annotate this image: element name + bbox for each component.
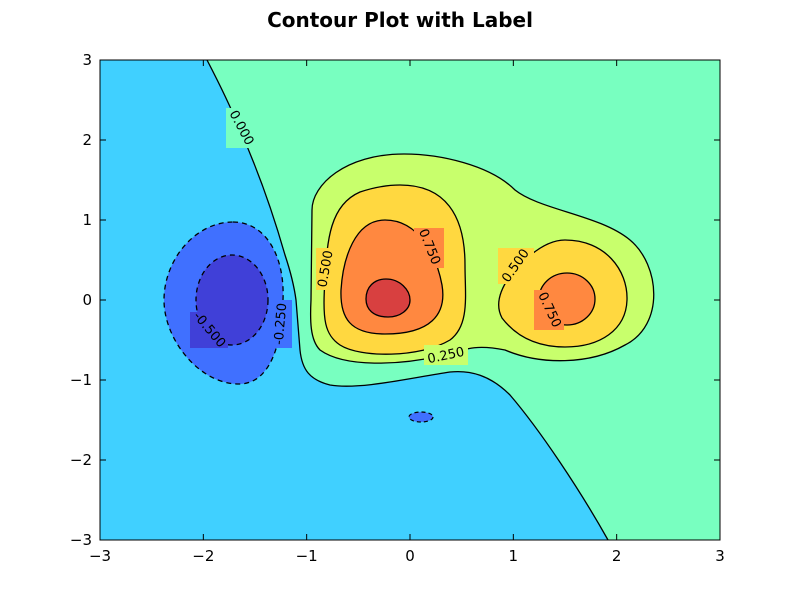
x-tick-label: −1 bbox=[296, 547, 318, 565]
y-tick-label: 1 bbox=[82, 211, 92, 229]
contour-line-0 bbox=[206, 60, 609, 540]
axis-ticks: −3 −2 −1 0 1 2 3 −3 −2 −1 0 1 2 3 bbox=[70, 51, 725, 565]
x-tick-label: −3 bbox=[89, 547, 111, 565]
y-tick-label: 3 bbox=[82, 51, 92, 69]
band-peak bbox=[365, 278, 411, 318]
y-tick-label: 0 bbox=[82, 291, 92, 309]
x-tick-label: 3 bbox=[715, 547, 725, 565]
y-tick-label: −2 bbox=[70, 451, 92, 469]
contour-label-neg0250: -0.250 bbox=[272, 302, 291, 345]
chart-title: Contour Plot with Label bbox=[267, 8, 533, 32]
x-tick-label: 2 bbox=[612, 547, 622, 565]
contour-label-0500-left: 0.500 bbox=[315, 249, 336, 288]
y-tick-label: −3 bbox=[70, 531, 92, 549]
band-neg-small bbox=[408, 411, 434, 423]
x-tick-label: 0 bbox=[405, 547, 415, 565]
x-tick-label: −2 bbox=[192, 547, 214, 565]
y-tick-label: 2 bbox=[82, 131, 92, 149]
y-tick-label: −1 bbox=[70, 371, 92, 389]
x-tick-label: 1 bbox=[509, 547, 519, 565]
